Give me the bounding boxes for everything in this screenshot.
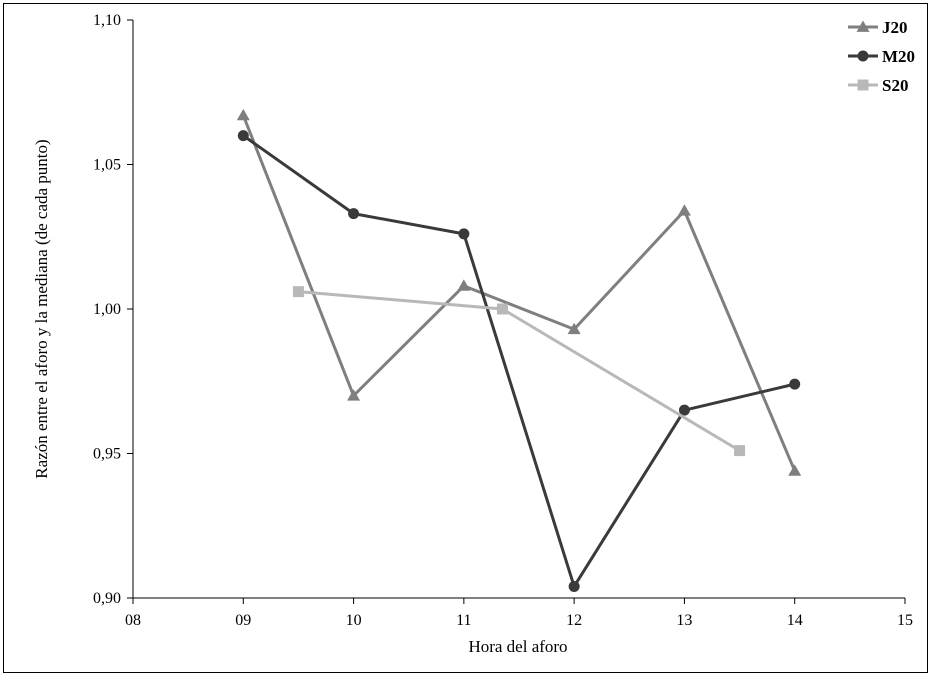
data-point [292, 286, 304, 298]
x-tick-label: 14 [787, 612, 803, 629]
x-ticks: 08 09 10 11 12 13 14 15 [125, 598, 913, 629]
chart-frame [3, 3, 928, 673]
legend-marker [856, 20, 870, 32]
y-ticks: 0,90 0,95 1,00 1,05 1,10 [93, 12, 133, 607]
data-point [237, 130, 249, 142]
legend-item-s20: S20 [848, 76, 908, 95]
x-tick-label: 10 [346, 612, 362, 629]
series-m20 [237, 130, 801, 592]
data-point [347, 389, 361, 401]
y-tick-label: 0,90 [93, 590, 121, 607]
data-point [568, 580, 580, 592]
series-layer [236, 108, 802, 592]
series-s20 [292, 286, 746, 457]
legend-label: M20 [882, 47, 915, 66]
legend-label: S20 [882, 76, 908, 95]
x-axis-title: Hora del aforo [468, 637, 567, 656]
y-tick-label: 1,10 [93, 12, 121, 29]
data-point [236, 108, 250, 121]
data-point [567, 322, 581, 335]
legend: J20 M20 S20 [848, 18, 915, 95]
series-line [241, 114, 797, 472]
y-tick-label: 0,95 [93, 446, 121, 463]
x-tick-label: 11 [456, 612, 471, 629]
data-point [458, 228, 470, 240]
legend-item-m20: M20 [848, 47, 915, 66]
series-line [242, 134, 796, 588]
legend-label: J20 [882, 18, 908, 37]
data-point [789, 378, 801, 390]
x-tick-label: 09 [235, 612, 251, 629]
data-point [348, 208, 360, 220]
x-tick-label: 13 [676, 612, 692, 629]
data-point [457, 279, 471, 291]
y-axis-title: Razón entre el aforo y la mediana (de ca… [32, 139, 51, 478]
legend-item-j20: J20 [848, 18, 908, 37]
data-point [496, 303, 508, 315]
x-tick-label: 12 [566, 612, 582, 629]
data-point [734, 445, 746, 457]
data-point [677, 204, 691, 216]
y-tick-label: 1,00 [93, 301, 121, 318]
x-tick-label: 15 [897, 612, 913, 629]
x-tick-label: 08 [125, 612, 141, 629]
data-point [678, 404, 690, 416]
legend-marker [857, 50, 869, 62]
y-tick-label: 1,05 [93, 157, 121, 174]
series-j20 [236, 108, 802, 476]
data-point [788, 464, 802, 476]
legend-marker [857, 79, 869, 91]
